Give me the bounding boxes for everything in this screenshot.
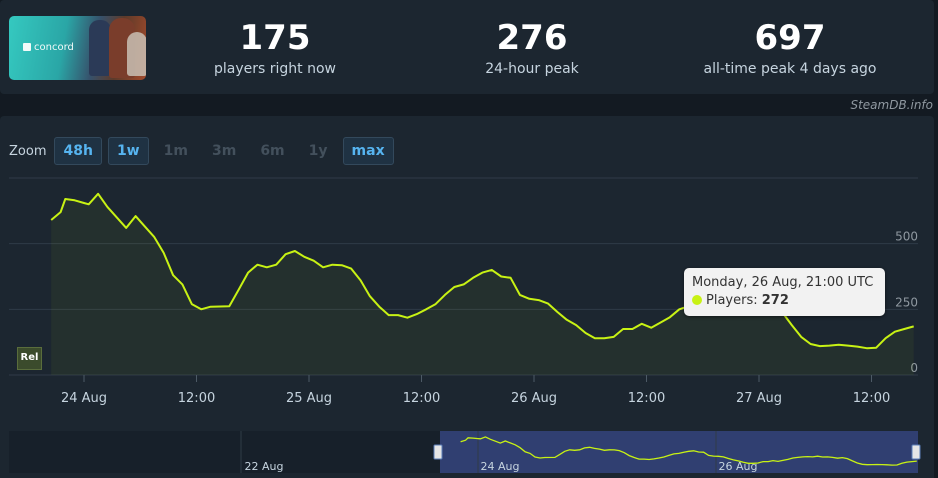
- zoom-1y-button[interactable]: 1y: [308, 143, 328, 159]
- x-tick-label: 24 Aug: [61, 391, 107, 406]
- stat-value: 175: [239, 18, 311, 58]
- x-tick-label: 12:00: [178, 391, 215, 406]
- game-thumbnail[interactable]: concord: [9, 16, 146, 80]
- game-logo-text: concord: [23, 42, 74, 53]
- character-art: [127, 32, 146, 76]
- navigator-handle[interactable]: [433, 444, 443, 460]
- navigator-handle[interactable]: [911, 444, 921, 460]
- stats-panel: [0, 0, 934, 94]
- stat-current-players: 175 players right now: [205, 18, 345, 77]
- zoom-3m-button[interactable]: 3m: [211, 143, 237, 159]
- tooltip-series-label: Players:: [706, 293, 758, 308]
- navigator-tick-label: 26 Aug: [719, 460, 758, 473]
- zoom-controls: Zoom 48h 1w 1m 3m 6m 1y max: [9, 137, 400, 165]
- stat-value: 697: [754, 18, 826, 58]
- character-art: [89, 20, 111, 76]
- x-tick-label: 25 Aug: [286, 391, 332, 406]
- zoom-48h-button[interactable]: 48h: [54, 137, 102, 165]
- rel-toggle-button[interactable]: Rel: [17, 347, 42, 370]
- tooltip-value: 272: [761, 293, 789, 308]
- stat-label: 24-hour peak: [485, 61, 579, 77]
- series-area: [51, 193, 914, 375]
- zoom-1m-button[interactable]: 1m: [163, 143, 188, 159]
- tooltip-series-row: Players: 272: [692, 293, 789, 308]
- tooltip-datetime: Monday, 26 Aug, 21:00 UTC: [692, 275, 874, 290]
- series-color-dot: [692, 295, 702, 305]
- x-tick-label: 12:00: [628, 391, 665, 406]
- y-tick-label: 0: [910, 361, 918, 375]
- zoom-max-button[interactable]: max: [342, 137, 394, 165]
- x-tick-label: 12:00: [403, 391, 440, 406]
- navigator-series-line: [460, 436, 917, 466]
- x-tick-label: 27 Aug: [736, 391, 782, 406]
- credit-link[interactable]: SteamDB.info: [850, 98, 933, 112]
- stat-label: all-time peak 4 days ago: [703, 61, 877, 77]
- stat-label: players right now: [214, 61, 336, 77]
- zoom-6m-button[interactable]: 6m: [260, 143, 285, 159]
- stat-all-time-peak: 697 all-time peak 4 days ago: [690, 18, 890, 77]
- navigator-selection: [440, 431, 918, 473]
- chart-tooltip: Monday, 26 Aug, 21:00 UTC Players: 272: [684, 268, 885, 316]
- zoom-label: Zoom: [9, 143, 47, 159]
- zoom-1w-button[interactable]: 1w: [107, 137, 149, 165]
- y-tick-label: 250: [895, 295, 918, 309]
- y-tick-label: 500: [895, 230, 918, 244]
- stat-value: 276: [496, 18, 568, 58]
- x-tick-label: 26 Aug: [511, 391, 557, 406]
- navigator-tick-label: 22 Aug: [245, 460, 284, 473]
- x-tick-label: 12:00: [853, 391, 890, 406]
- stat-24h-peak: 276 24-hour peak: [462, 18, 602, 77]
- navigator-tick-label: 24 Aug: [481, 460, 520, 473]
